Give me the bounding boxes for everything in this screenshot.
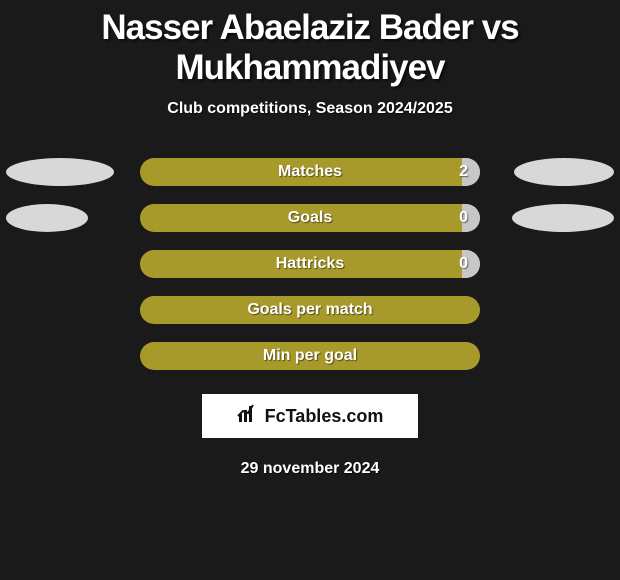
stat-label: Goals <box>140 204 480 232</box>
right-ellipse <box>512 204 614 232</box>
stat-row: Hattricks0 <box>0 250 620 278</box>
bar-chart-icon <box>237 404 259 429</box>
stat-row: Goals per match <box>0 296 620 324</box>
stat-bars: Matches2Goals0Hattricks0Goals per matchM… <box>0 158 620 370</box>
comparison-title: Nasser Abaelaziz Bader vs Mukhammadiyev <box>0 8 620 88</box>
logo[interactable]: FcTables.com <box>202 394 418 438</box>
stat-bar: Goals0 <box>140 204 480 232</box>
stat-bar: Hattricks0 <box>140 250 480 278</box>
stat-row: Min per goal <box>0 342 620 370</box>
logo-text: FcTables.com <box>265 406 384 427</box>
stat-value: 2 <box>459 158 468 186</box>
stat-label: Hattricks <box>140 250 480 278</box>
stat-bar: Matches2 <box>140 158 480 186</box>
right-ellipse <box>514 158 614 186</box>
stats-card: Nasser Abaelaziz Bader vs Mukhammadiyev … <box>0 0 620 478</box>
stat-row: Matches2 <box>0 158 620 186</box>
stat-label: Min per goal <box>140 342 480 370</box>
stat-value: 0 <box>459 250 468 278</box>
date: 29 november 2024 <box>0 460 620 478</box>
stat-row: Goals0 <box>0 204 620 232</box>
stat-value: 0 <box>459 204 468 232</box>
stat-label: Goals per match <box>140 296 480 324</box>
left-ellipse <box>6 204 88 232</box>
competition-subtitle: Club competitions, Season 2024/2025 <box>0 100 620 118</box>
stat-bar: Goals per match <box>140 296 480 324</box>
left-ellipse <box>6 158 114 186</box>
stat-label: Matches <box>140 158 480 186</box>
stat-bar: Min per goal <box>140 342 480 370</box>
